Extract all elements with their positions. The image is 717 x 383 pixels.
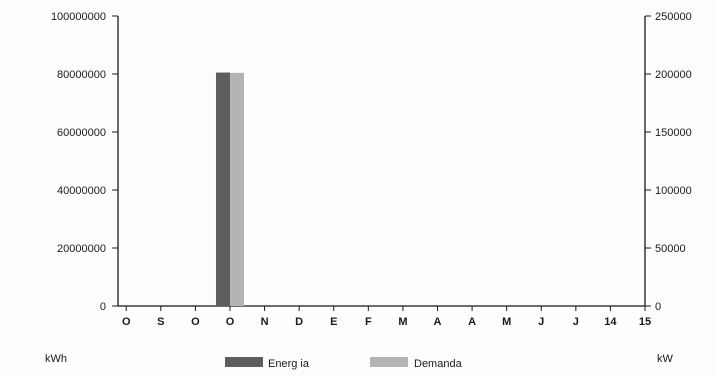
x-tick-label: M	[502, 316, 511, 328]
legend-swatch-demanda	[370, 357, 408, 367]
x-tick-label: S	[157, 316, 164, 328]
left-tick-label: 0	[100, 301, 106, 313]
right-axis-unit-label: kW	[657, 353, 674, 365]
left-axis-unit-label: kWh	[45, 353, 67, 365]
bars	[215, 72, 244, 306]
legend-swatch-energia	[225, 357, 263, 367]
x-tick-label: O	[226, 316, 235, 328]
right-tick-label: 250000	[655, 11, 692, 23]
category-labels: O S O O N D E F M A A M J J 14 15	[122, 306, 651, 328]
left-tick-label: 80000000	[57, 69, 106, 81]
right-tick-label: 200000	[655, 69, 692, 81]
x-tick-label: J	[538, 316, 544, 328]
right-axis-ticks: 0 50000 100000 150000 200000 250000	[645, 11, 692, 313]
x-tick-label: F	[365, 316, 372, 328]
x-tick-label: O	[122, 316, 131, 328]
x-tick-label: E	[330, 316, 337, 328]
left-tick-label: 100000000	[51, 11, 106, 23]
legend-label-demanda: Demanda	[414, 358, 463, 370]
bar-energia-3	[215, 72, 230, 306]
x-tick-label: 15	[639, 316, 651, 328]
right-tick-label: 0	[655, 301, 661, 313]
x-tick-label: A	[434, 316, 442, 328]
left-tick-label: 60000000	[57, 127, 106, 139]
left-axis-ticks: 0 20000000 40000000 60000000 80000000 1000000…	[51, 11, 118, 313]
axes	[117, 16, 646, 307]
x-tick-label: M	[398, 316, 407, 328]
legend-label-energia: Energ ia	[268, 358, 310, 370]
x-tick-label: O	[191, 316, 200, 328]
x-tick-label: D	[295, 316, 303, 328]
right-tick-label: 100000	[655, 185, 692, 197]
x-tick-label: A	[468, 316, 476, 328]
right-tick-label: 50000	[655, 243, 686, 255]
legend: Energ ia Demanda	[225, 357, 463, 370]
x-tick-label: J	[573, 316, 579, 328]
x-tick-label: 14	[604, 316, 617, 328]
left-tick-label: 40000000	[57, 185, 106, 197]
right-tick-label: 150000	[655, 127, 692, 139]
bar-demanda-3	[229, 72, 244, 306]
left-tick-label: 20000000	[57, 243, 106, 255]
x-tick-label: N	[261, 316, 269, 328]
